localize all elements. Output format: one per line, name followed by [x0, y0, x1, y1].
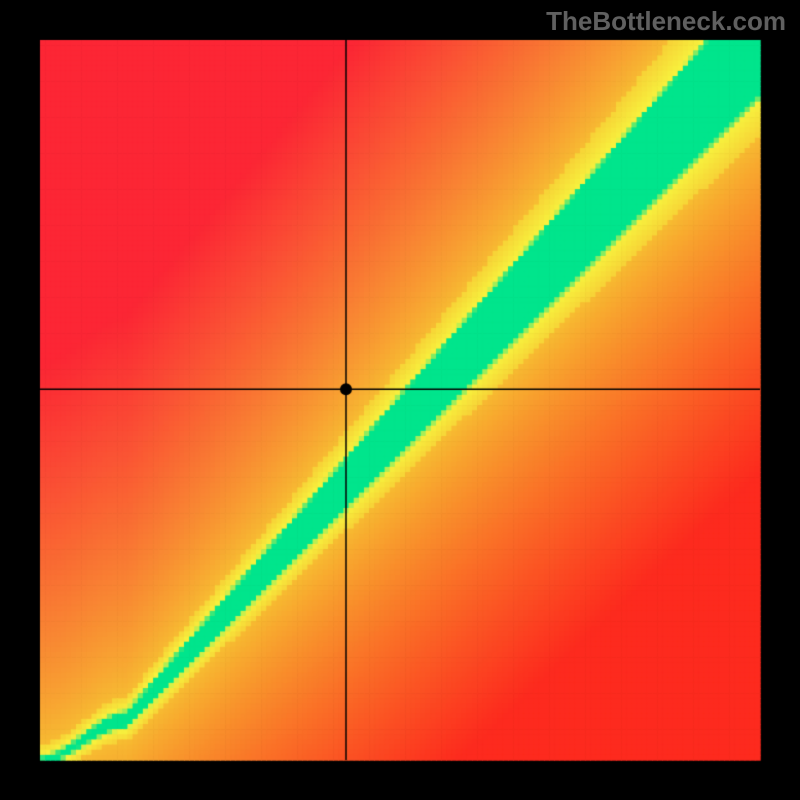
heatmap-canvas: [0, 0, 800, 800]
chart-container: TheBottleneck.com: [0, 0, 800, 800]
watermark-label: TheBottleneck.com: [546, 6, 786, 37]
